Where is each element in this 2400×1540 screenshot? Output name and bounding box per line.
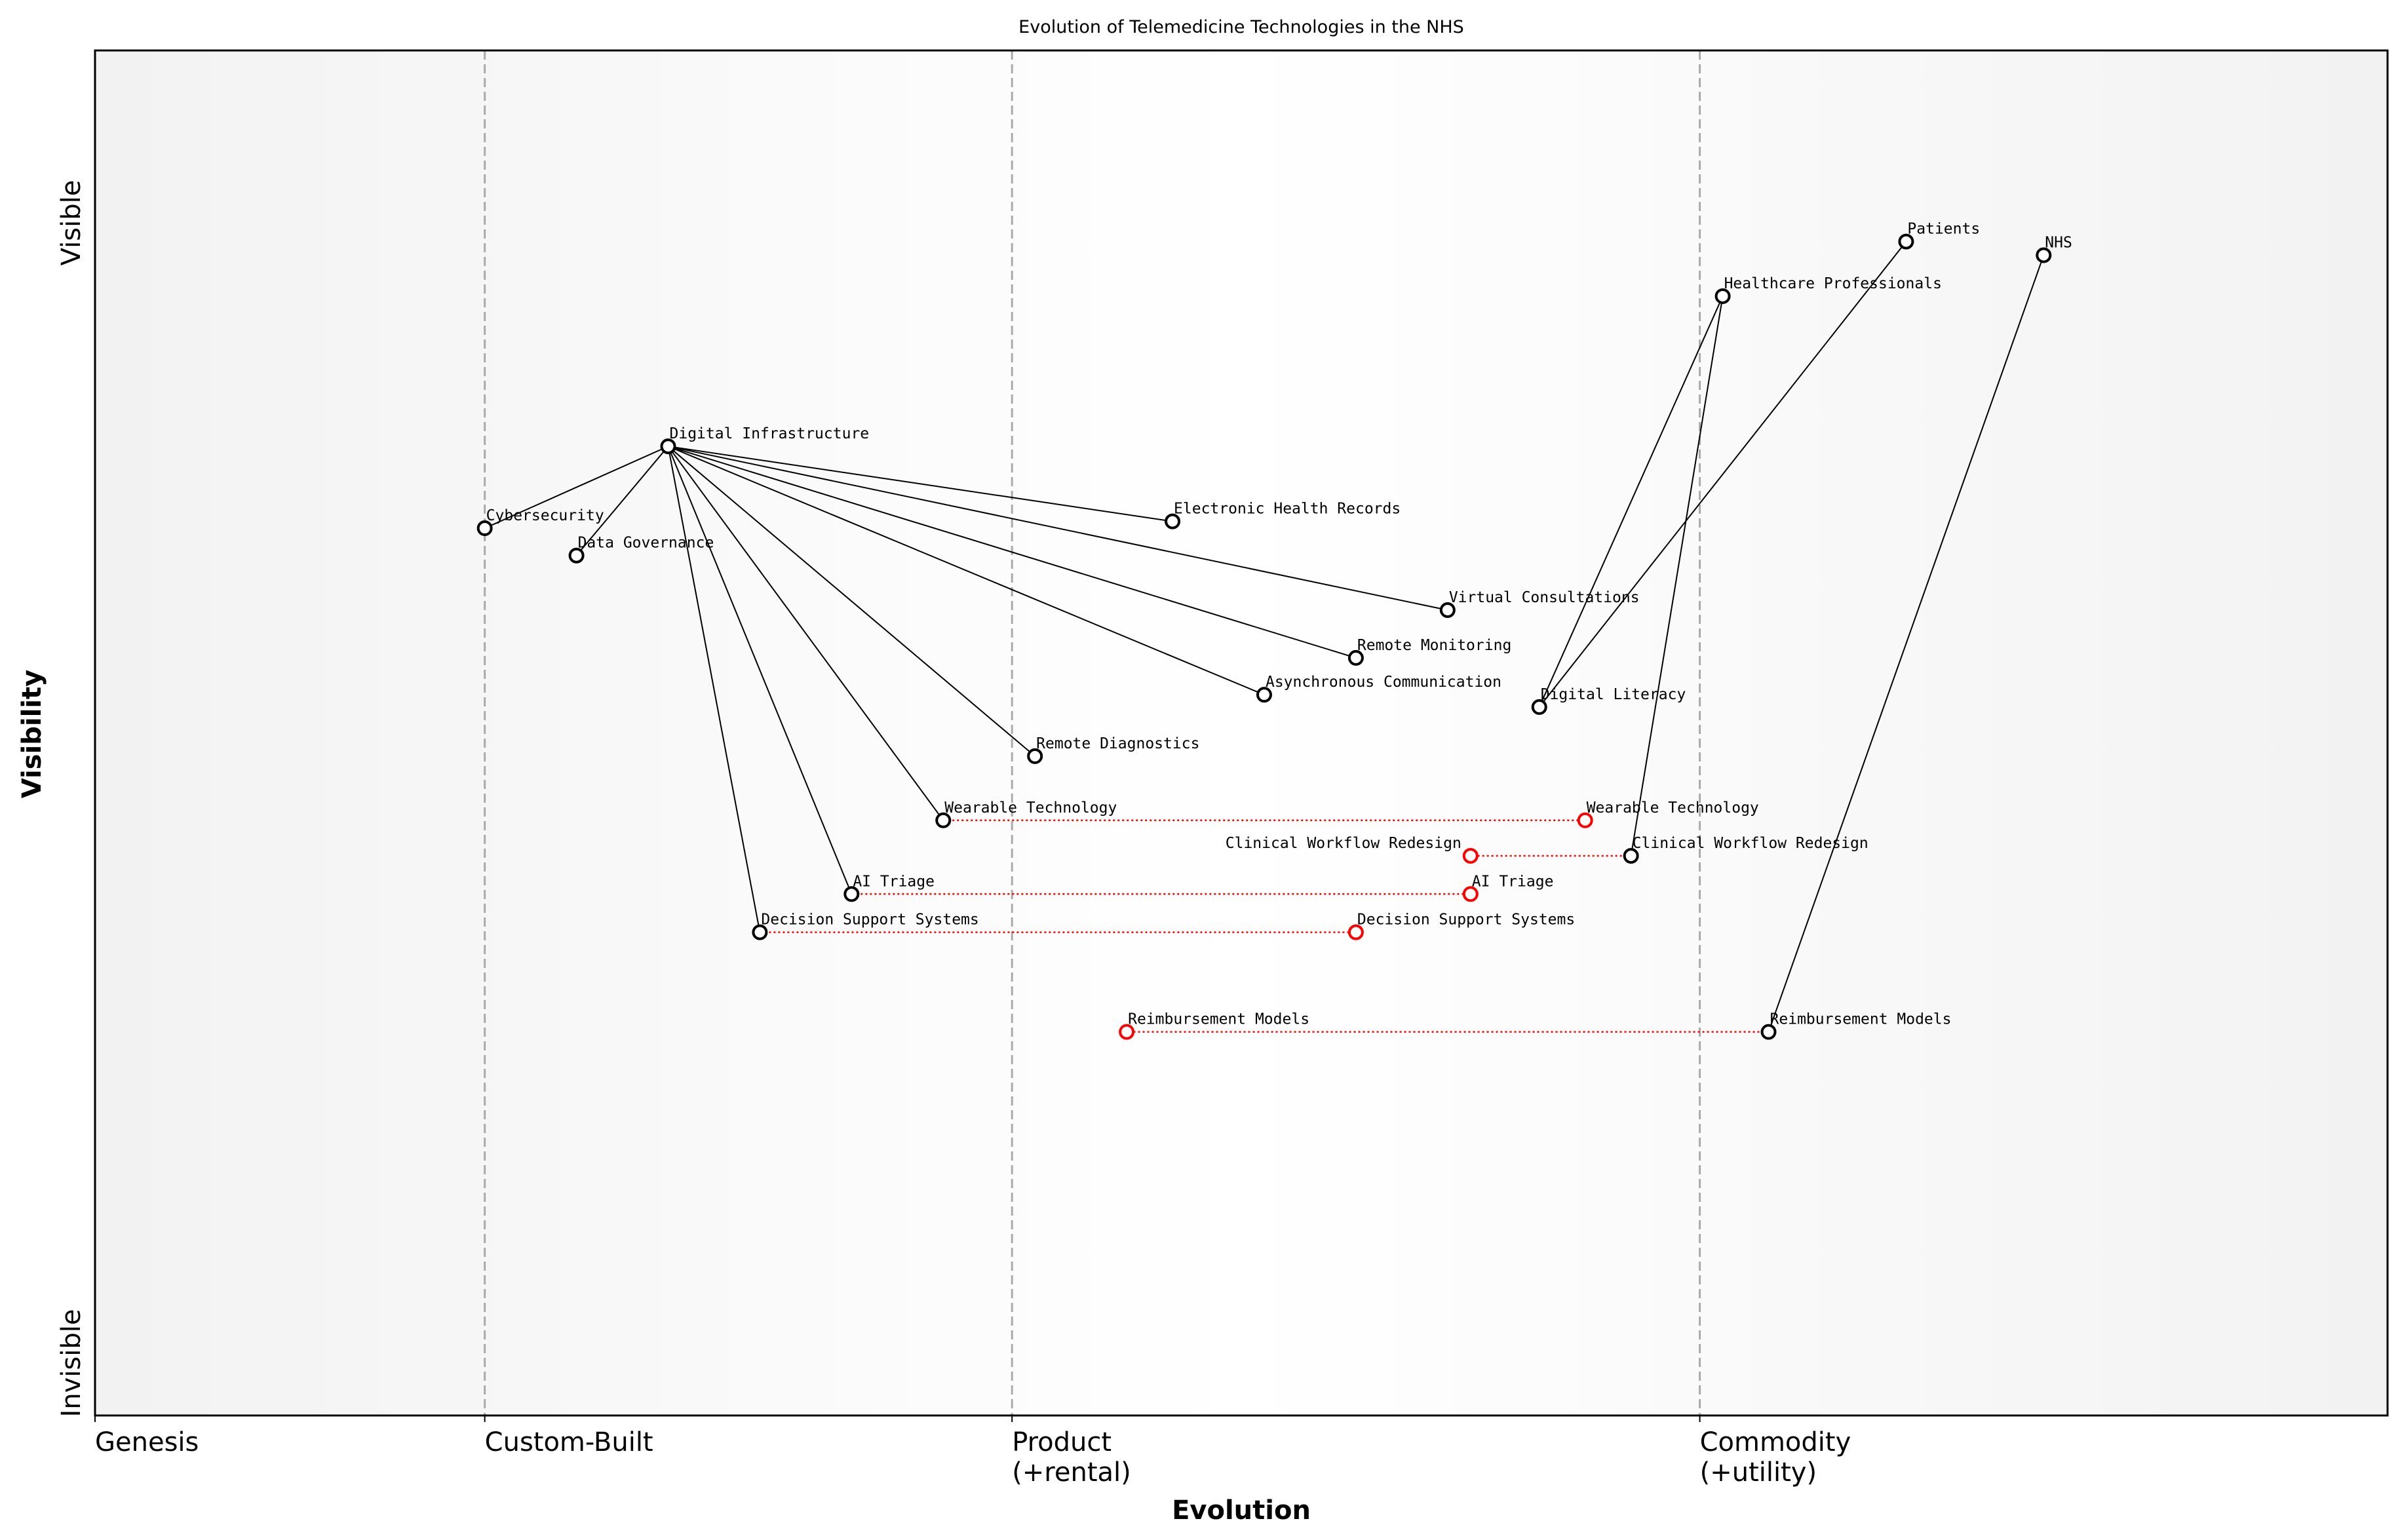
dependency-link: [668, 446, 1173, 522]
node-label: Cybersecurity: [486, 507, 604, 524]
plot-frame: [94, 49, 2389, 1417]
component-node: AI Triage: [843, 873, 935, 902]
node-marker: [1714, 288, 1731, 304]
component-node: Remote Diagnostics: [1027, 735, 1199, 764]
component-node: Virtual Consultations: [1439, 589, 1640, 619]
node-label: Decision Support Systems: [761, 912, 978, 929]
node-marker: [476, 520, 493, 537]
node-label: Asynchronous Communication: [1266, 674, 1501, 691]
dependency-link: [1538, 241, 1907, 708]
node-marker: [1462, 886, 1479, 902]
x-tick-sublabel: (+rental): [1012, 1457, 1131, 1488]
node-marker: [843, 886, 860, 902]
component-node: Decision Support Systems: [752, 912, 979, 940]
dependency-link: [667, 446, 944, 821]
node-marker: [752, 924, 768, 940]
node-marker: [1347, 924, 1364, 940]
component-node: Data Governance: [568, 535, 714, 564]
node-marker: [1439, 602, 1456, 619]
dependency-link: [667, 446, 853, 895]
node-label: Remote Monitoring: [1357, 637, 1511, 654]
evolved-component-node: Decision Support Systems: [1347, 912, 1575, 940]
node-marker: [1347, 649, 1364, 666]
node-marker: [1577, 812, 1593, 828]
component-node: Wearable Technology: [935, 799, 1117, 828]
node-label: Healthcare Professionals: [1724, 275, 1942, 292]
dependency-link: [575, 446, 669, 556]
component-nodes: Patients NHS Healthcare Professionals Digit…: [476, 221, 2072, 1040]
y-tick-invisible: Invisible: [56, 1309, 87, 1417]
node-marker: [1623, 847, 1639, 864]
node-marker: [935, 812, 952, 828]
component-node: Digital Literacy: [1531, 686, 1686, 715]
node-label: Data Governance: [578, 535, 714, 552]
component-node: Remote Monitoring: [1347, 637, 1511, 666]
evolved-component-node: Wearable Technology: [1577, 799, 1759, 828]
node-marker: [1027, 748, 1043, 764]
x-tick-label: Genesis: [95, 1427, 199, 1457]
node-marker: [1256, 687, 1272, 703]
node-label: Electronic Health Records: [1174, 501, 1401, 518]
node-marker: [1898, 233, 1914, 250]
dependency-link: [1538, 296, 1724, 708]
component-node: Reimbursement Models: [1760, 1011, 1952, 1040]
node-label: NHS: [2045, 234, 2072, 251]
x-ticks: Genesis Custom-Built Product(+rental) Commo…: [94, 1415, 1851, 1488]
node-label: Virtual Consultations: [1449, 589, 1640, 606]
node-label: Remote Diagnostics: [1036, 735, 1199, 752]
evolved-component-node: AI Triage: [1462, 873, 1554, 902]
x-tick-label: Commodity: [1700, 1427, 1851, 1457]
node-label: Reimbursement Models: [1770, 1011, 1952, 1028]
dependency-link: [667, 446, 761, 933]
evolution-links: [760, 819, 1769, 1033]
node-label: Decision Support Systems: [1357, 912, 1575, 929]
dependency-links: [484, 241, 2045, 1033]
component-node: Clinical Workflow Redesign: [1623, 835, 1868, 864]
node-label: Digital Literacy: [1541, 686, 1686, 703]
node-label: Wearable Technology: [944, 799, 1117, 817]
plot-background: [95, 50, 2388, 1415]
y-tick-visible: Visible: [56, 180, 87, 266]
component-node: Healthcare Professionals: [1714, 275, 1942, 304]
y-axis-label: Visibility: [17, 670, 47, 798]
dependency-link: [668, 446, 1357, 659]
component-node: NHS: [2036, 234, 2072, 263]
dependency-link: [667, 446, 1035, 757]
dependency-link: [1630, 296, 1724, 857]
node-label: AI Triage: [853, 873, 935, 890]
x-axis-label: Evolution: [1172, 1495, 1311, 1526]
node-label: Patients: [1907, 221, 1980, 238]
component-node: Asynchronous Communication: [1256, 674, 1501, 703]
dependency-link: [1768, 255, 2045, 1033]
x-tick-label: Custom-Built: [485, 1427, 653, 1457]
node-label: Wearable Technology: [1587, 799, 1759, 817]
node-marker: [1760, 1024, 1777, 1040]
node-label: Clinical Workflow Redesign: [1226, 835, 1461, 852]
chart-title: Evolution of Telemedicine Technologies i…: [1018, 17, 1464, 37]
node-label: Clinical Workflow Redesign: [1633, 835, 1868, 852]
dependency-link: [668, 446, 1265, 696]
component-node: Electronic Health Records: [1165, 501, 1401, 529]
stage-lines: [484, 50, 1701, 1415]
component-node: Digital Infrastructure: [660, 425, 870, 455]
node-marker: [2036, 247, 2052, 263]
node-marker: [660, 438, 676, 455]
evolved-component-node: Clinical Workflow Redesign: [1226, 835, 1479, 864]
component-node: Cybersecurity: [476, 507, 604, 537]
node-marker: [1119, 1024, 1135, 1040]
node-label: Digital Infrastructure: [670, 425, 870, 442]
node-marker: [568, 547, 585, 564]
x-tick-label: Product: [1012, 1427, 1112, 1457]
component-node: Patients: [1898, 221, 1980, 250]
node-label: AI Triage: [1472, 873, 1554, 890]
node-marker: [1531, 699, 1547, 715]
evolved-component-node: Reimbursement Models: [1119, 1011, 1309, 1040]
dependency-link: [668, 446, 1448, 611]
node-label: Reimbursement Models: [1128, 1011, 1309, 1028]
node-marker: [1462, 847, 1479, 864]
x-tick-sublabel: (+utility): [1700, 1457, 1817, 1488]
dependency-link: [484, 446, 668, 529]
node-marker: [1165, 513, 1181, 529]
